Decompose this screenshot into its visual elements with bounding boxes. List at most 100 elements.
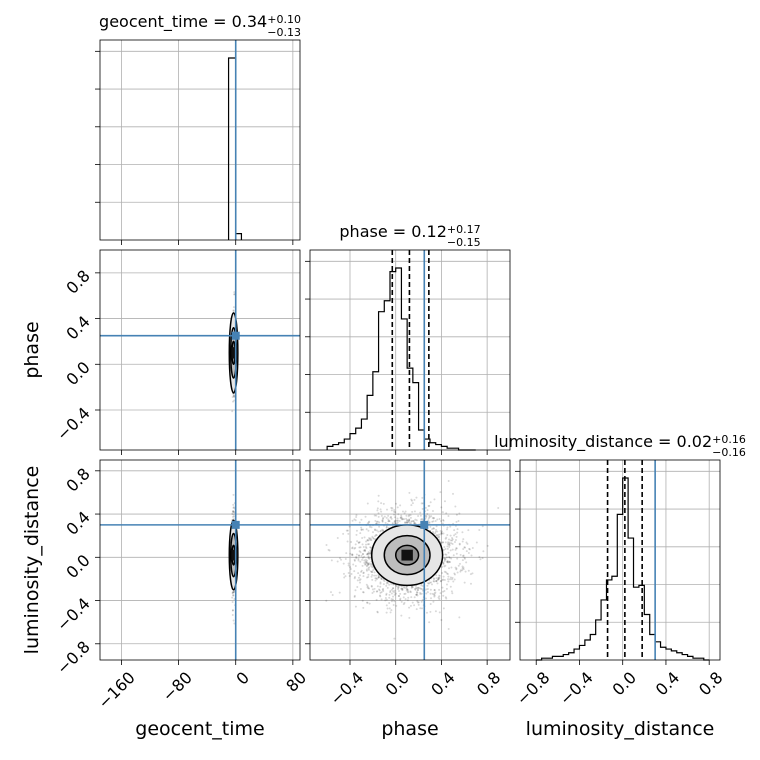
sample-point xyxy=(417,586,420,589)
sample-point xyxy=(428,522,431,525)
sample-point xyxy=(384,521,387,524)
sample-point xyxy=(357,559,360,562)
sample-point xyxy=(442,607,445,610)
sample-point xyxy=(232,594,235,597)
truth-marker xyxy=(231,331,240,340)
sample-point xyxy=(359,587,362,590)
sample-point xyxy=(388,596,391,599)
sample-point xyxy=(363,555,366,558)
sample-point xyxy=(389,516,392,519)
sample-point xyxy=(436,530,439,533)
sample-point xyxy=(462,554,465,557)
sample-point xyxy=(381,520,384,523)
sample-point xyxy=(393,516,396,519)
sample-point xyxy=(449,539,452,542)
sample-point xyxy=(437,578,440,581)
sample-point xyxy=(358,541,361,544)
sample-point xyxy=(353,577,356,580)
sample-point xyxy=(386,586,389,589)
sample-point xyxy=(382,587,385,590)
sample-point xyxy=(455,513,458,516)
sample-point xyxy=(437,533,440,536)
sample-point xyxy=(390,517,393,520)
sample-point xyxy=(432,580,435,583)
sample-point xyxy=(448,556,451,559)
sample-point xyxy=(425,588,428,591)
sample-point xyxy=(393,520,396,523)
sample-point xyxy=(378,594,381,597)
sample-point xyxy=(426,512,429,515)
sample-point xyxy=(368,552,371,555)
sample-point xyxy=(446,528,449,531)
sample-point xyxy=(375,534,378,537)
sample-point xyxy=(482,550,485,553)
sample-point xyxy=(446,533,449,536)
sample-point xyxy=(362,549,365,552)
x-axis-label-luminosity_distance: luminosity_distance xyxy=(526,718,715,740)
sample-point xyxy=(233,622,236,625)
sample-point xyxy=(438,588,441,591)
sample-point xyxy=(445,587,448,590)
sample-point xyxy=(459,553,462,556)
sample-point xyxy=(370,575,373,578)
sample-point xyxy=(437,576,440,579)
sample-point xyxy=(365,565,368,568)
sample-point xyxy=(329,591,332,594)
panel-ticks-2-2 xyxy=(515,470,710,665)
sample-point xyxy=(361,556,364,559)
sample-point xyxy=(458,616,461,619)
sample-point xyxy=(419,514,422,517)
sample-point xyxy=(414,518,417,521)
sample-point xyxy=(367,551,370,554)
sample-point xyxy=(382,583,385,586)
sample-point xyxy=(379,508,382,511)
sample-point xyxy=(360,570,363,573)
sample-point xyxy=(351,553,354,556)
sample-point xyxy=(400,614,403,617)
sample-point xyxy=(468,548,471,551)
sample-point xyxy=(362,591,365,594)
sample-point xyxy=(366,539,369,542)
sample-point xyxy=(368,536,371,539)
sample-point xyxy=(439,533,442,536)
x-tick-label: 0.0 xyxy=(609,668,640,699)
sample-point xyxy=(481,557,484,560)
sample-point xyxy=(359,551,362,554)
sample-point xyxy=(378,589,381,592)
sample-point xyxy=(443,560,446,563)
sample-point xyxy=(386,508,389,511)
sample-point xyxy=(442,532,445,535)
sample-point xyxy=(375,520,378,523)
sample-point xyxy=(371,531,374,534)
sample-point xyxy=(400,516,403,519)
sample-point xyxy=(377,576,380,579)
sample-point xyxy=(370,526,373,529)
sample-point xyxy=(357,554,360,557)
sample-point xyxy=(401,589,404,592)
sample-point xyxy=(432,517,435,520)
sample-point xyxy=(351,554,354,557)
sample-point xyxy=(402,603,405,606)
sample-point xyxy=(410,586,413,589)
sample-point xyxy=(365,528,368,531)
sample-point xyxy=(452,580,455,583)
sample-point xyxy=(377,530,380,533)
sample-point xyxy=(386,581,389,584)
sample-point xyxy=(366,502,369,505)
sample-point xyxy=(364,563,367,566)
sample-point xyxy=(394,522,397,525)
sample-point xyxy=(364,563,367,566)
sample-point xyxy=(448,541,451,544)
sample-point xyxy=(387,518,390,521)
sample-point xyxy=(436,534,439,537)
sample-point xyxy=(360,569,363,572)
sample-point xyxy=(430,515,433,518)
sample-point xyxy=(406,522,409,525)
sample-point xyxy=(440,532,443,535)
sample-point xyxy=(408,616,411,619)
sample-point xyxy=(450,542,453,545)
sample-point xyxy=(404,592,407,595)
sample-point xyxy=(232,591,235,594)
sample-point xyxy=(449,525,452,528)
sample-point xyxy=(438,595,441,598)
